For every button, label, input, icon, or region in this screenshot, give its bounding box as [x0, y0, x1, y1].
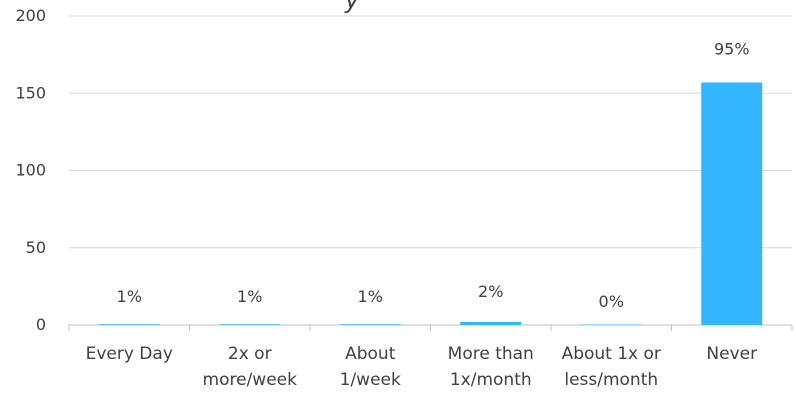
x-category-label: Every Day	[86, 344, 173, 364]
y-axis: 0 50 100 150 200	[15, 6, 46, 334]
data-label: 1%	[237, 287, 262, 306]
bar	[701, 82, 763, 325]
y-tick-label: 100	[15, 161, 46, 180]
bar	[460, 321, 522, 325]
gridlines	[69, 15, 792, 249]
chart-title-fragment: y	[344, 0, 360, 14]
x-category-label: 2x or more/week	[203, 344, 298, 390]
bar	[219, 324, 281, 325]
bar	[339, 324, 401, 325]
category-labels: Every Day 2x or more/week About 1/week More t…	[86, 344, 758, 390]
y-tick-label: 0	[36, 315, 46, 334]
data-label: 1%	[117, 287, 142, 306]
x-category-label: More than 1x/month	[448, 344, 534, 390]
y-tick-label: 150	[15, 83, 46, 102]
data-label: 0%	[599, 292, 624, 311]
x-category-label: About 1/week	[340, 344, 401, 390]
y-tick-label: 200	[15, 6, 46, 25]
x-category-label: Never	[706, 344, 757, 364]
data-label: 2%	[478, 282, 503, 301]
x-category-label: About 1x or less/month	[562, 344, 661, 390]
data-labels: 1% 1% 1% 2% 0% 95%	[117, 39, 750, 311]
data-label: 95%	[714, 39, 750, 58]
bars	[98, 82, 763, 325]
bar	[98, 324, 160, 325]
y-tick-label: 50	[26, 238, 46, 257]
data-label: 1%	[358, 287, 383, 306]
x-axis	[68, 324, 793, 331]
